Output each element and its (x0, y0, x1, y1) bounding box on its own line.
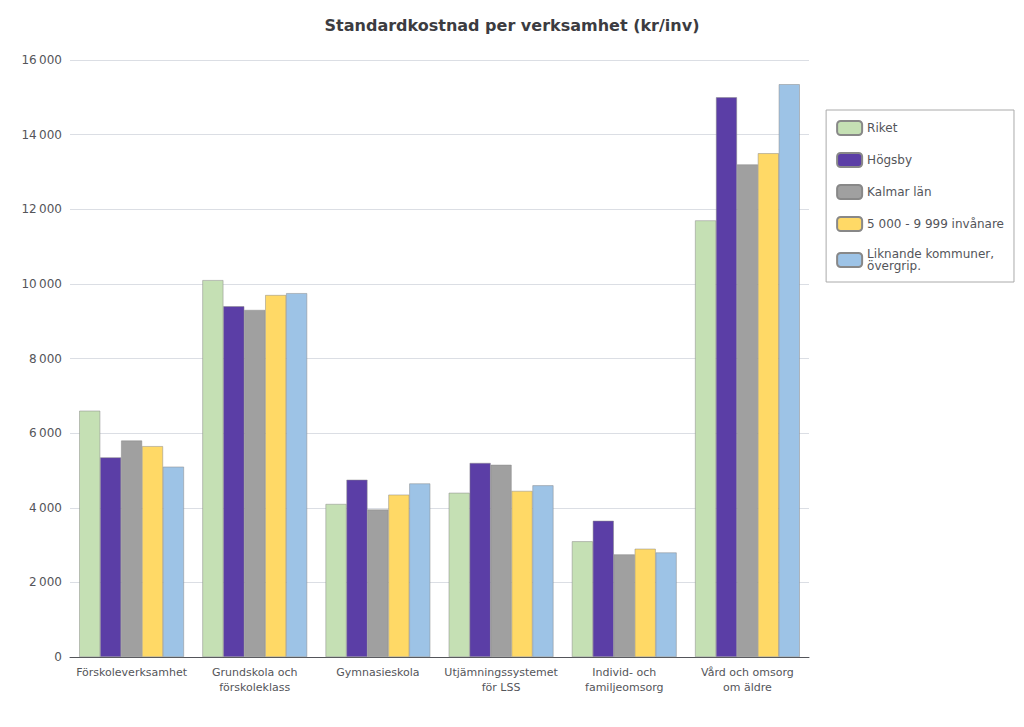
svg-text:5 000 - 9 999 invånare: 5 000 - 9 999 invånare (867, 217, 1004, 231)
svg-text:0: 0 (54, 650, 62, 664)
svg-text:Vård och omsorg: Vård och omsorg (701, 666, 794, 679)
svg-text:14 000: 14 000 (21, 128, 62, 142)
svg-text:Högsby: Högsby (867, 153, 912, 167)
svg-text:6 000: 6 000 (29, 426, 62, 440)
svg-text:Förskoleverksamhet: Förskoleverksamhet (76, 666, 188, 679)
svg-text:2 000: 2 000 (29, 575, 62, 589)
svg-text:10 000: 10 000 (21, 277, 62, 291)
svg-text:Individ- och: Individ- och (592, 666, 656, 679)
svg-text:Riket: Riket (867, 121, 898, 135)
svg-text:12 000: 12 000 (21, 202, 62, 216)
svg-text:8 000: 8 000 (29, 352, 62, 366)
svg-text:4 000: 4 000 (29, 501, 62, 515)
svg-text:för LSS: för LSS (482, 681, 521, 694)
svg-text:Utjämningssystemet: Utjämningssystemet (444, 666, 558, 679)
svg-text:Kalmar län: Kalmar län (867, 185, 931, 199)
svg-text:16 000: 16 000 (21, 53, 62, 67)
svg-text:förskoleklass: förskoleklass (219, 681, 290, 694)
svg-text:Grundskola och: Grundskola och (212, 666, 297, 679)
svg-text:Liknande kommuner,: Liknande kommuner, (867, 247, 995, 261)
svg-text:familjeomsorg: familjeomsorg (585, 681, 663, 694)
svg-text:om äldre: om äldre (723, 681, 772, 694)
svg-text:övergrip.: övergrip. (867, 259, 921, 273)
svg-text:Gymnasieskola: Gymnasieskola (336, 666, 419, 679)
svg-text:Standardkostnad per verksamhet: Standardkostnad per verksamhet (kr/inv) (325, 16, 700, 35)
